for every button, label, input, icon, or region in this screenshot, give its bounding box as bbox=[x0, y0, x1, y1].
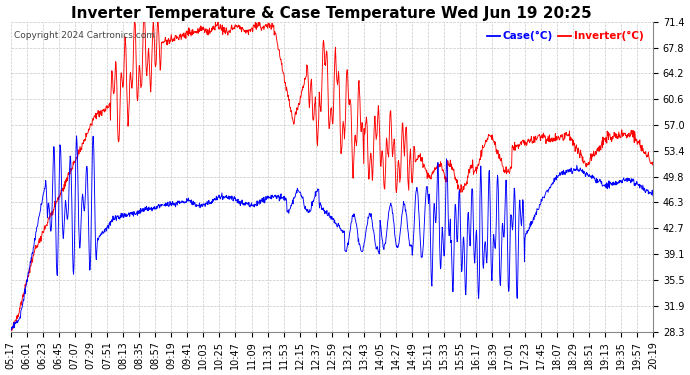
Text: Copyright 2024 Cartronics.com: Copyright 2024 Cartronics.com bbox=[14, 31, 155, 40]
Title: Inverter Temperature & Case Temperature Wed Jun 19 20:25: Inverter Temperature & Case Temperature … bbox=[72, 6, 592, 21]
Legend: Case(°C), Inverter(°C): Case(°C), Inverter(°C) bbox=[483, 27, 648, 45]
